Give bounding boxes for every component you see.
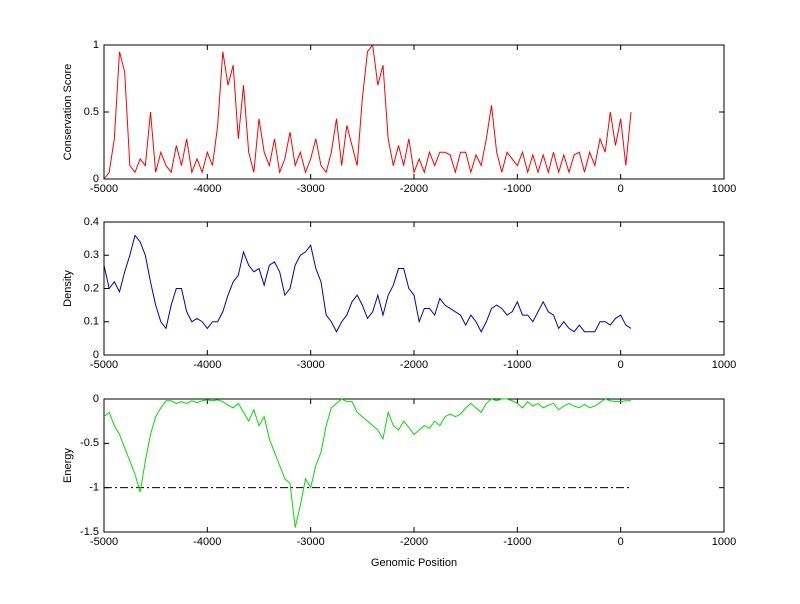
x-tick-label: -1000 (503, 359, 531, 371)
x-tick-label: -3000 (297, 359, 325, 371)
y-axis-label: Density (62, 270, 74, 307)
x-axis-label: Genomic Position (371, 557, 457, 569)
y-tick-label: 1 (93, 39, 99, 51)
x-tick-label: -1000 (503, 536, 531, 548)
y-tick-label: -0.5 (80, 437, 99, 449)
x-tick-label: 1000 (712, 183, 736, 195)
data-line (103, 398, 631, 528)
data-line (103, 43, 632, 180)
x-tick-label: 1000 (712, 536, 736, 548)
axes-box (103, 44, 725, 180)
x-tick-label: 0 (618, 536, 624, 548)
x-tick-label: -3000 (297, 183, 325, 195)
y-tick-label: 0.5 (84, 106, 99, 118)
data-line (103, 234, 632, 333)
y-tick-label: -1 (89, 482, 99, 494)
x-tick-label: 0 (618, 183, 624, 195)
y-tick-label: -1.5 (80, 526, 99, 538)
y-tick-label: 0.2 (84, 282, 99, 294)
y-axis-label: Conservation Score (62, 64, 74, 161)
x-tick-label: -5000 (90, 183, 118, 195)
x-tick-label: -2000 (400, 183, 428, 195)
x-tick-label: -4000 (193, 359, 221, 371)
x-tick-label: -2000 (400, 536, 428, 548)
x-tick-label: -3000 (297, 536, 325, 548)
x-tick-label: -5000 (90, 536, 118, 548)
y-tick-label: 0 (93, 349, 99, 361)
y-tick-label: 0.1 (84, 316, 99, 328)
x-tick-label: -4000 (193, 536, 221, 548)
x-tick-label: -2000 (400, 359, 428, 371)
x-tick-label: -4000 (193, 183, 221, 195)
axes-box (103, 221, 725, 356)
y-axis-label: Energy (62, 448, 74, 483)
axes-box (103, 398, 725, 533)
y-tick-label: 0 (93, 173, 99, 185)
y-tick-label: 0.4 (84, 216, 99, 228)
y-tick-label: 0.3 (84, 249, 99, 261)
x-tick-label: -1000 (503, 183, 531, 195)
x-tick-label: 0 (618, 359, 624, 371)
y-tick-label: 0 (93, 393, 99, 405)
x-tick-label: -5000 (90, 359, 118, 371)
x-tick-label: 1000 (712, 359, 736, 371)
